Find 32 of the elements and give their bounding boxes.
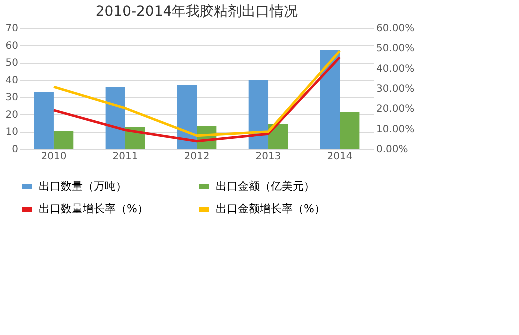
bar — [106, 87, 126, 149]
y-tick-label: 70 — [6, 24, 18, 34]
legend-label: 出口金额（亿美元） — [216, 180, 315, 193]
bar — [340, 112, 360, 149]
y-tick-label: 10 — [6, 127, 18, 138]
bar — [34, 92, 54, 149]
bar — [177, 85, 197, 149]
y2-tick-label: 60.00% — [376, 24, 415, 34]
legend-label: 出口金额增长率（%） — [216, 202, 326, 216]
y-tick-label: 50 — [6, 58, 18, 70]
x-tick-label: 2013 — [256, 152, 282, 162]
legend-label: 出口数量（万吨） — [39, 180, 127, 193]
y2-tick-label: 20.00% — [376, 104, 415, 116]
y-tick-label: 30 — [6, 92, 18, 104]
y2-tick-label: 0.00% — [376, 144, 408, 156]
y-tick-label: 40 — [6, 75, 18, 86]
bar — [320, 50, 340, 149]
bar — [54, 131, 74, 149]
chart-title: 2010-2014年我胶粘剂出口情况 — [96, 4, 298, 20]
y-tick-label: 20 — [6, 110, 18, 121]
legend-label: 出口数量增长率（%） — [39, 202, 148, 216]
x-tick-label: 2012 — [184, 152, 210, 162]
x-tick-label: 2010 — [41, 152, 67, 162]
y2-tick-label: 30.00% — [376, 84, 415, 95]
y2-tick-label: 10.00% — [376, 124, 415, 136]
y-tick-label: 0 — [12, 144, 18, 156]
bar — [248, 80, 269, 149]
x-tick-label: 2011 — [112, 152, 138, 162]
y-tick-label: 60 — [6, 40, 18, 52]
y2-tick-label: 50.00% — [376, 44, 415, 55]
x-tick-label: 2014 — [327, 152, 353, 162]
y2-tick-label: 40.00% — [376, 64, 415, 75]
